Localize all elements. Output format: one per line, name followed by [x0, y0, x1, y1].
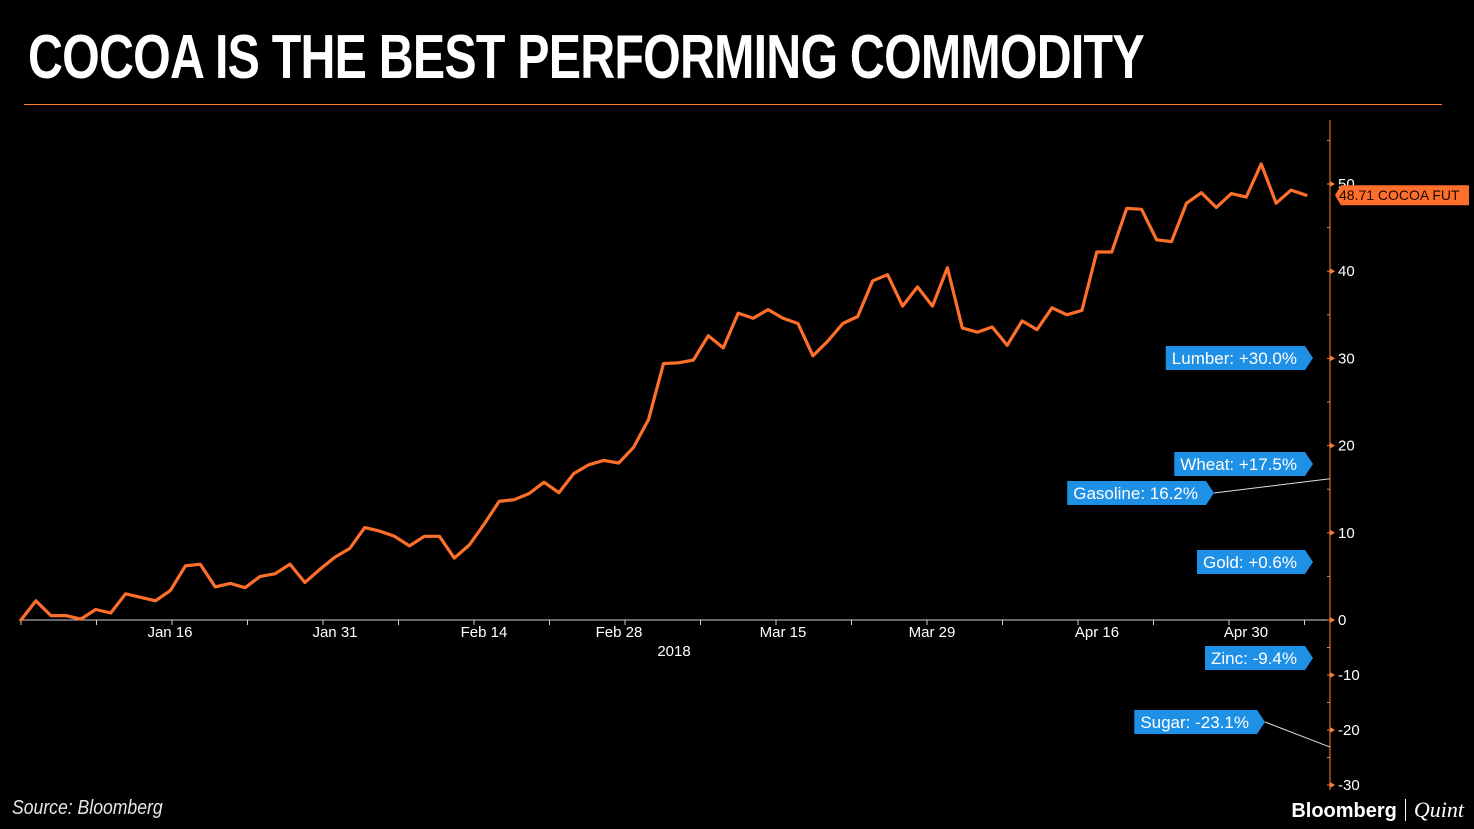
x-tick-label: Apr 30: [1224, 624, 1268, 641]
x-tick-label: Jan 16: [147, 624, 192, 641]
y-tick-mark: [1330, 672, 1335, 678]
x-tick-label: Jan 31: [312, 624, 357, 641]
callout-label: Lumber: +30.0%: [1172, 349, 1297, 368]
callout-label: Gold: +0.6%: [1203, 553, 1297, 572]
x-axis-label: 2018: [657, 643, 690, 660]
callout-box: [1196, 550, 1313, 574]
y-tick-label: 40: [1338, 263, 1355, 280]
value-tag-label: 48.71 COCOA FUT: [1339, 187, 1460, 203]
y-tick-mark: [1330, 529, 1335, 536]
callout-box: [1205, 646, 1313, 670]
callout-label: Zinc: -9.4%: [1211, 649, 1297, 668]
x-tick-label: Feb 28: [596, 624, 643, 641]
callout-leader-line: [1264, 721, 1331, 748]
brand-logo: Bloomberg Quint: [1291, 797, 1464, 823]
y-tick-label: 30: [1338, 350, 1355, 367]
brand-separator: [1404, 799, 1406, 821]
y-tick-label: -20: [1338, 722, 1360, 739]
y-tick-mark: [1330, 181, 1335, 187]
callout-label: Gasoline: 16.2%: [1073, 484, 1198, 503]
callout-label: Wheat: +17.5%: [1180, 455, 1297, 474]
source-note: Source: Bloomberg: [12, 797, 163, 819]
value-tag-cocoa: [1335, 185, 1469, 206]
callout-box: [1165, 346, 1313, 370]
x-tick-label: Apr 16: [1075, 624, 1119, 641]
y-tick-label: -30: [1338, 777, 1360, 794]
brand-partner: Quint: [1413, 797, 1464, 822]
axes: Jan 16 Jan 31 Feb 14 Feb 28 Mar 15 Mar 29 Apr …: [19, 120, 1360, 794]
y-tick-label: 0: [1338, 612, 1346, 629]
y-tick-label: 20: [1338, 438, 1355, 455]
series-layer: [19, 162, 1308, 622]
title-divider: [24, 104, 1442, 105]
annotations-layer: 48.71 COCOA FUT Lumber: +30.0% Wheat: +17.…: [1067, 185, 1469, 748]
callout-label: Sugar: -23.1%: [1140, 713, 1249, 732]
page-title: COCOA IS THE BEST PERFORMING COMMODITY: [28, 23, 1145, 92]
y-tick-mark: [1330, 355, 1335, 362]
series-line-cocoa: [19, 162, 1308, 622]
y-tick-mark: [1330, 617, 1335, 623]
callout-box: [1174, 452, 1313, 476]
y-tick-label: 10: [1338, 525, 1355, 542]
y-tick-label: -10: [1338, 667, 1360, 684]
callout-box: [1134, 710, 1265, 734]
callout-leader-line: [1213, 478, 1331, 494]
y-tick-mark: [1330, 727, 1335, 733]
y-tick-mark: [1330, 442, 1335, 449]
x-tick-label: Feb 14: [461, 624, 508, 641]
brand-name: Bloomberg: [1291, 800, 1397, 822]
y-tick-mark: [1330, 268, 1335, 275]
y-tick-mark: [1330, 782, 1335, 788]
x-tick-label: Mar 15: [760, 624, 807, 641]
x-tick-label: Mar 29: [909, 624, 956, 641]
callout-box: [1067, 481, 1214, 505]
